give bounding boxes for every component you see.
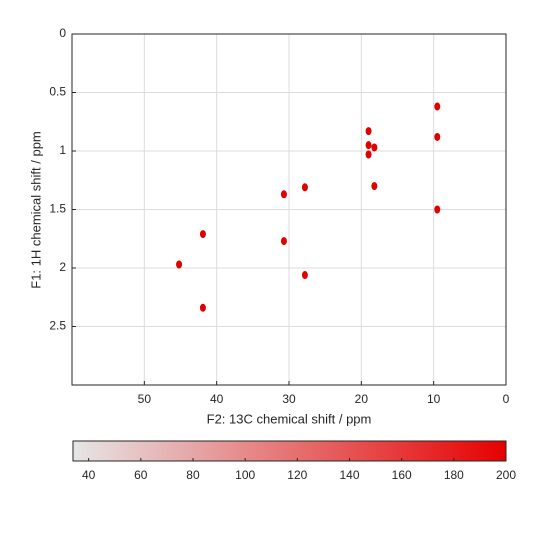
colorbar-tick-label: 40 [82, 468, 96, 482]
y-tick-label: 1 [59, 143, 66, 157]
peak [199, 230, 206, 239]
peak [365, 150, 372, 159]
colorbar-tick-label: 200 [496, 468, 516, 482]
colorbar-tick-label: 180 [444, 468, 464, 482]
peak [371, 143, 378, 152]
x-axis-label: F2: 13C chemical shift / ppm [207, 411, 372, 426]
x-tick-label: 0 [503, 392, 510, 406]
peak [280, 190, 287, 199]
colorbar-tick-label: 60 [134, 468, 148, 482]
peak [280, 237, 287, 246]
y-tick-label: 2.5 [49, 319, 66, 333]
colorbar-tick-label: 160 [392, 468, 412, 482]
x-tick-label: 40 [210, 392, 224, 406]
peak [434, 205, 441, 214]
colorbar-tick-label: 80 [186, 468, 200, 482]
x-tick-label: 10 [427, 392, 441, 406]
plot-frame [71, 33, 507, 386]
x-tick-label: 30 [282, 392, 296, 406]
peak [176, 260, 183, 269]
peak [301, 183, 308, 192]
peak [365, 141, 372, 150]
peak [199, 303, 206, 312]
peak [434, 102, 441, 111]
y-tick-label: 0.5 [49, 85, 66, 99]
peak [301, 271, 308, 280]
y-tick-label: 0 [59, 26, 66, 40]
peak [365, 127, 372, 136]
peak [371, 182, 378, 191]
x-tick-label: 20 [355, 392, 369, 406]
colorbar-tick-label: 140 [339, 468, 359, 482]
colorbar-tick-label: 120 [287, 468, 307, 482]
colorbar [72, 440, 507, 462]
y-tick-label: 1.5 [49, 202, 66, 216]
peak [434, 132, 441, 141]
y-axis-label: F1: 1H chemical shift / ppm [28, 131, 43, 289]
x-tick-label: 50 [138, 392, 152, 406]
colorbar-tick-label: 100 [235, 468, 255, 482]
y-tick-label: 2 [59, 260, 66, 274]
